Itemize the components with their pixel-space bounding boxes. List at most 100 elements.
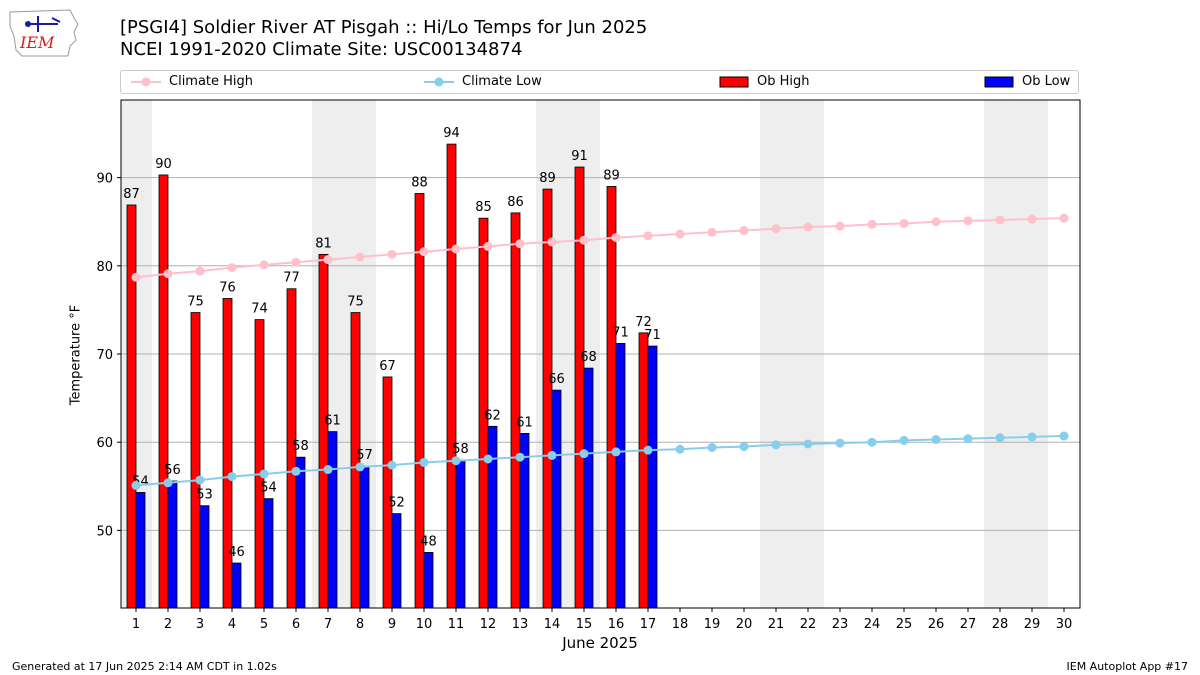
climate-high-point: [163, 269, 173, 279]
climate-low-point: [323, 465, 333, 475]
legend-swatch-ob-high: [719, 76, 749, 88]
climate-low-point: [899, 435, 909, 445]
x-tick-label: 19: [704, 617, 721, 632]
chart-subtitle: NCEI 1991-2020 Climate Site: USC00134874: [120, 39, 523, 60]
x-tick-label: 10: [416, 617, 433, 632]
x-tick-label: 25: [896, 617, 913, 632]
ob-low-bar: [135, 492, 146, 609]
ob-high-bar: [638, 332, 649, 609]
climate-low-point: [931, 435, 941, 445]
climate-low-point: [291, 466, 301, 476]
ob-low-label: 58: [292, 439, 309, 454]
climate-low-point: [835, 438, 845, 448]
x-tick-label: 26: [928, 617, 945, 632]
climate-low-point: [195, 475, 205, 485]
ob-low-label: 46: [228, 545, 245, 560]
ob-high-bar: [158, 174, 169, 609]
x-tick-label: 21: [768, 617, 785, 632]
ob-high-label: 91: [571, 149, 588, 164]
climate-high-point: [611, 233, 621, 243]
climate-low-point: [643, 445, 653, 455]
ob-low-bar: [615, 343, 626, 609]
x-tick-label: 12: [480, 617, 497, 632]
ob-low-label: 68: [580, 350, 597, 365]
ob-low-label: 57: [356, 448, 373, 463]
y-tick-label: 80: [96, 260, 113, 275]
x-tick-label: 28: [992, 617, 1009, 632]
climate-low-point: [419, 457, 429, 467]
ob-low-bar: [583, 367, 594, 609]
ob-low-label: 54: [260, 481, 277, 496]
legend-label: Ob Low: [1022, 74, 1071, 89]
x-tick-label: 7: [324, 617, 332, 632]
ob-low-bar: [487, 425, 498, 609]
climate-high-point: [899, 218, 909, 228]
ob-high-label: 75: [347, 295, 364, 310]
climate-low-point: [963, 434, 973, 444]
y-axis-title: Temperature °F: [68, 304, 84, 406]
climate-high-point: [195, 266, 205, 276]
ob-low-label: 48: [420, 534, 437, 549]
ob-low-bar: [167, 480, 178, 609]
ob-high-label: 76: [219, 280, 236, 295]
climate-high-point: [803, 222, 813, 232]
climate-low-point: [259, 469, 269, 479]
legend-label: Climate Low: [462, 74, 542, 89]
climate-high-point: [931, 217, 941, 227]
climate-high-point: [867, 219, 877, 229]
legend-item-climate-low: Climate Low: [424, 74, 542, 90]
climate-high-point: [835, 221, 845, 231]
climate-high-point: [707, 227, 717, 237]
ob-low-label: 61: [516, 415, 533, 430]
ob-high-label: 89: [539, 171, 556, 186]
legend-swatch-climate-high: [131, 77, 161, 87]
x-tick-label: 13: [512, 617, 529, 632]
ob-low-label: 66: [548, 372, 565, 387]
footer-app-text: IEM Autoplot App #17: [1066, 660, 1189, 673]
ob-low-label: 58: [452, 442, 469, 457]
x-tick-label: 18: [672, 617, 689, 632]
climate-high-point: [291, 257, 301, 267]
climate-high-point: [131, 272, 141, 282]
ob-high-label: 75: [187, 295, 204, 310]
climate-high-point: [259, 260, 269, 270]
x-axis-title: June 2025: [562, 634, 638, 652]
climate-low-point: [515, 452, 525, 462]
climate-high-point: [515, 239, 525, 249]
x-tick-label: 17: [640, 617, 657, 632]
climate-low-point: [387, 460, 397, 470]
climate-high-point: [387, 249, 397, 259]
x-tick-label: 15: [576, 617, 593, 632]
ob-low-bar: [231, 562, 242, 609]
ob-high-label: 89: [603, 168, 620, 183]
ob-high-bar: [126, 204, 137, 609]
climate-high-point: [419, 247, 429, 257]
ob-low-bar: [551, 389, 562, 609]
y-tick-label: 70: [96, 348, 113, 363]
ob-high-bar: [222, 298, 233, 609]
footer-generated-text: Generated at 17 Jun 2025 2:14 AM CDT in …: [12, 660, 277, 673]
ob-low-label: 53: [196, 488, 213, 503]
climate-low-point: [579, 449, 589, 459]
climate-high-point: [771, 224, 781, 234]
climate-low-point: [547, 450, 557, 460]
climate-low-point: [163, 478, 173, 488]
ob-low-bar: [647, 345, 658, 609]
climate-low-point: [675, 444, 685, 454]
ob-high-bar: [318, 253, 329, 609]
ob-high-label: 81: [315, 236, 332, 251]
climate-high-point: [1059, 213, 1069, 223]
ob-low-label: 52: [388, 496, 405, 511]
x-tick-label: 11: [448, 617, 465, 632]
climate-high-point: [323, 255, 333, 265]
x-tick-label: 16: [608, 617, 625, 632]
ob-high-bar: [542, 188, 553, 609]
x-tick-label: 23: [832, 617, 849, 632]
climate-high-point: [227, 263, 237, 273]
climate-low-point: [995, 433, 1005, 443]
ob-high-bar: [446, 143, 457, 609]
ob-low-bar: [423, 552, 434, 609]
x-tick-label: 30: [1056, 617, 1073, 632]
legend-swatch-ob-low: [984, 76, 1014, 88]
climate-high-point: [739, 226, 749, 236]
